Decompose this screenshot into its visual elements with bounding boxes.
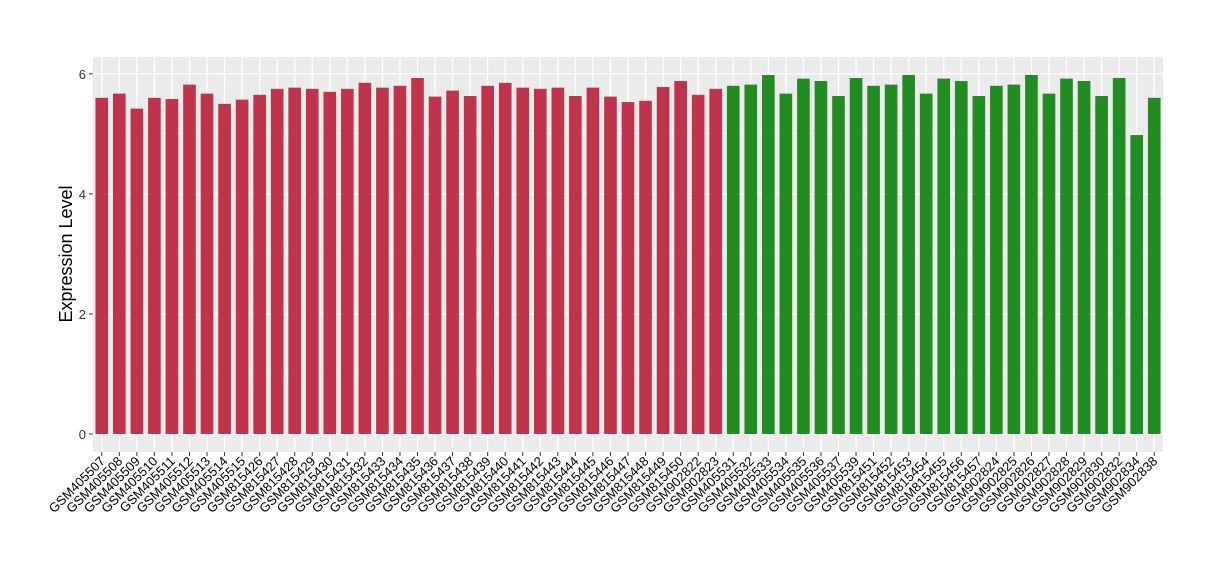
y-axis-title: Expression Level <box>56 185 76 322</box>
bar <box>516 87 530 434</box>
bar <box>954 81 968 434</box>
bar <box>393 85 407 434</box>
bar <box>726 85 740 434</box>
bar <box>1095 96 1108 434</box>
bar <box>656 87 670 434</box>
bar <box>218 103 231 434</box>
bar <box>1025 75 1038 434</box>
bar <box>884 84 898 434</box>
bar <box>533 88 547 434</box>
bar <box>358 82 372 434</box>
bar <box>200 93 214 434</box>
bar <box>1077 81 1091 434</box>
bar <box>709 88 723 434</box>
bar <box>1130 135 1144 434</box>
bar <box>235 99 249 434</box>
bar <box>270 88 284 434</box>
y-tick-label: 0 <box>79 427 86 442</box>
bar <box>148 97 161 434</box>
bar <box>972 96 986 434</box>
bar <box>253 94 266 434</box>
bar <box>1147 97 1161 434</box>
bar <box>849 78 863 434</box>
bar <box>797 78 810 434</box>
bar <box>323 91 337 434</box>
bar <box>779 93 793 434</box>
bar <box>112 93 126 434</box>
bar <box>288 87 302 434</box>
y-tick-label: 4 <box>79 187 86 202</box>
bar <box>604 96 617 434</box>
bar <box>183 84 196 434</box>
bar <box>867 85 880 434</box>
bar <box>376 87 389 434</box>
bar <box>814 81 828 434</box>
bar <box>551 87 565 434</box>
bar <box>130 108 144 434</box>
bar <box>569 96 582 434</box>
bar <box>744 84 758 434</box>
bar <box>762 75 775 434</box>
bar <box>937 78 951 434</box>
bar <box>919 93 933 434</box>
bar <box>498 82 512 434</box>
bar <box>446 90 459 434</box>
bar <box>674 81 687 434</box>
bar <box>639 100 652 434</box>
bar <box>165 99 179 434</box>
y-tick-label: 2 <box>79 307 86 322</box>
bar <box>1007 84 1021 434</box>
bar <box>481 85 494 434</box>
bar <box>1060 78 1073 434</box>
bar <box>621 102 635 434</box>
bar <box>902 75 915 434</box>
bar <box>411 78 424 434</box>
bar <box>832 96 845 434</box>
bar <box>95 97 109 434</box>
bar <box>990 85 1003 434</box>
bar <box>586 87 600 434</box>
bar <box>341 88 354 434</box>
bar <box>1042 93 1056 434</box>
bar <box>428 96 442 434</box>
bar <box>1112 78 1126 434</box>
bar <box>691 94 705 434</box>
y-tick-label: 6 <box>79 67 86 82</box>
bar <box>463 96 477 434</box>
bar <box>305 88 319 434</box>
